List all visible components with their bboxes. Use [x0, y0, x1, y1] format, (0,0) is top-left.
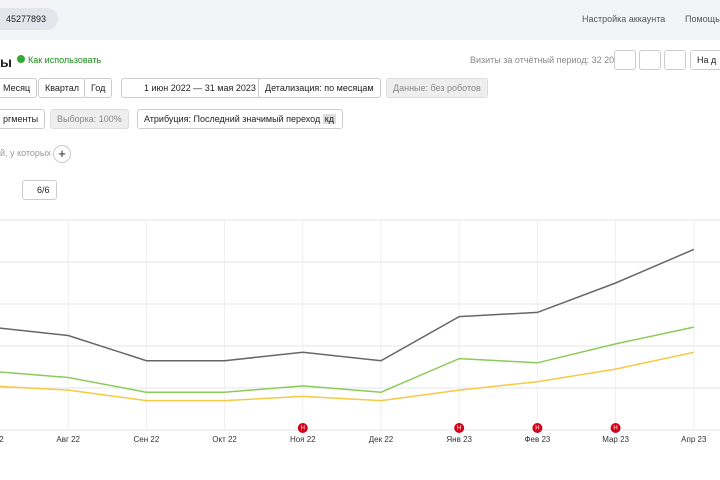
account-id[interactable]: 45277893	[0, 8, 58, 30]
date-range[interactable]: 1 июн 2022 — 31 мая 2023	[121, 78, 263, 98]
visits: Визиты за отчётный период: 32 207	[470, 55, 620, 65]
event-label: Н	[535, 426, 539, 432]
icon	[17, 55, 25, 63]
x-tick-label: Июл 22	[0, 435, 4, 444]
event-label: Н	[613, 426, 617, 432]
segments-button[interactable]: ргменты	[0, 109, 46, 129]
title: ы	[0, 54, 12, 70]
icon-button[interactable]	[664, 50, 686, 70]
period-button[interactable]: Год	[84, 78, 113, 98]
series-line	[0, 326, 694, 393]
series-counter[interactable]: 6/6	[22, 180, 57, 200]
x-tick-label: Апр 23	[681, 435, 707, 444]
event-label: Н	[457, 426, 461, 432]
event-marker	[532, 423, 543, 433]
series-line	[0, 351, 694, 402]
detail-select[interactable]: Детализация: по месяцам	[258, 78, 381, 98]
x-tick-label: Сен 22	[134, 435, 160, 444]
data-select[interactable]: Данные: без роботов	[386, 78, 488, 98]
sample-select[interactable]: Выборка: 100%	[50, 109, 129, 129]
icon-button[interactable]	[639, 50, 661, 70]
event-label: Н	[301, 426, 305, 432]
button[interactable]: На д	[690, 50, 720, 70]
event-marker	[454, 423, 465, 433]
x-tick-label: Окт 22	[212, 435, 237, 444]
period-button[interactable]: Месяц	[0, 78, 38, 98]
event-marker	[610, 423, 621, 433]
x-tick-label: Ноя 22	[290, 435, 316, 444]
top-bar: 45277893 Настройка аккаунта Помощь	[0, 0, 720, 40]
x-tick-label: Мар 23	[602, 435, 629, 444]
add-button[interactable]: +	[53, 145, 71, 163]
condition: й, у которых	[0, 148, 51, 158]
how-to-link[interactable]: Как использовать	[28, 55, 102, 65]
icon-button[interactable]	[614, 50, 636, 70]
period-button[interactable]: Квартал	[38, 78, 87, 98]
x-tick-label: Фев 23	[524, 435, 550, 444]
event-marker	[297, 423, 308, 433]
x-tick-label: Авг 22	[56, 435, 80, 444]
x-tick-label: Дек 22	[369, 435, 394, 444]
attribution-select[interactable]: Атрибуция: Последний значимый переход кд	[137, 109, 343, 129]
tag: кд	[322, 114, 336, 124]
x-tick-label: Янв 23	[446, 435, 472, 444]
attribution: Атрибуция: Последний значимый переход	[144, 114, 321, 124]
series-line	[0, 248, 695, 362]
link[interactable]: Настройка аккаунта	[582, 14, 666, 24]
link[interactable]: Помощь	[685, 14, 720, 24]
